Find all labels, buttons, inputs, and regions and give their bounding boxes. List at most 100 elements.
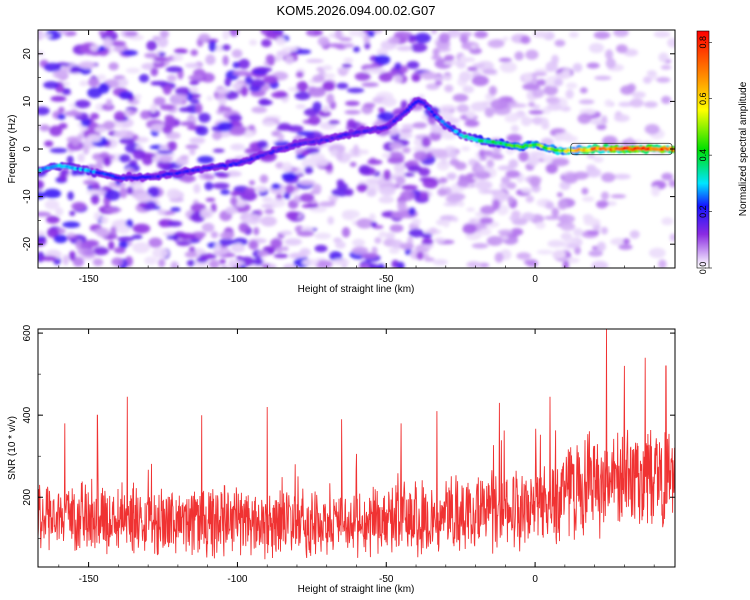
noise-blob	[301, 203, 319, 209]
noise-blob	[423, 257, 435, 262]
noise-blob	[157, 208, 167, 215]
noise-blob	[505, 170, 521, 179]
noise-blob	[265, 54, 275, 64]
noise-blob	[140, 110, 151, 120]
noise-blob	[499, 182, 509, 190]
noise-blob	[167, 141, 177, 151]
noise-blob	[206, 95, 213, 102]
noise-blob	[87, 77, 100, 88]
y-tick-label: 20	[22, 48, 33, 60]
noise-blob	[583, 217, 601, 226]
noise-blob	[166, 235, 180, 240]
noise-blob	[434, 81, 443, 86]
noise-blob	[406, 61, 420, 69]
noise-blob	[89, 44, 99, 52]
noise-blob	[254, 185, 268, 192]
noise-blob	[352, 238, 366, 247]
y-tick-label: 200	[22, 488, 33, 505]
noise-blob	[359, 263, 372, 268]
noise-blob	[176, 240, 191, 247]
noise-blob	[325, 164, 334, 172]
noise-blob	[593, 31, 611, 40]
noise-blob	[50, 95, 67, 102]
noise-blob	[421, 233, 433, 239]
noise-blob	[283, 192, 291, 200]
noise-blob	[371, 246, 378, 255]
noise-blob	[336, 179, 345, 187]
noise-blob	[195, 103, 203, 114]
noise-blob	[480, 205, 496, 215]
noise-blob	[199, 253, 217, 260]
noise-blob	[667, 37, 675, 48]
noise-blob	[261, 39, 272, 48]
noise-blob	[328, 120, 340, 125]
spectrogram-heatmap	[38, 30, 675, 268]
noise-blob	[156, 150, 174, 155]
noise-blob	[492, 199, 501, 211]
noise-blob	[59, 172, 67, 182]
noise-blob	[148, 237, 163, 248]
noise-blob	[285, 184, 295, 194]
noise-blob	[341, 63, 352, 68]
noise-blob	[431, 55, 443, 61]
noise-blob	[442, 219, 450, 228]
noise-blob	[295, 104, 306, 109]
noise-blob	[238, 58, 250, 70]
noise-blob	[660, 65, 672, 70]
noise-blob	[159, 104, 175, 111]
noise-blob	[72, 257, 85, 267]
noise-blob	[172, 54, 184, 62]
noise-blob	[506, 182, 517, 190]
noise-blob	[193, 183, 201, 194]
colorbar-tick-label: 0.8	[698, 36, 708, 49]
noise-blob	[219, 258, 226, 265]
noise-blob	[379, 186, 396, 196]
noise-blob	[162, 84, 172, 95]
noise-blob	[470, 44, 478, 50]
noise-blob	[79, 80, 88, 87]
noise-blob	[283, 263, 298, 268]
noise-blob	[170, 207, 181, 212]
noise-blob	[544, 215, 561, 220]
noise-blob	[284, 55, 294, 65]
noise-blob	[90, 112, 100, 120]
noise-blob	[58, 106, 65, 114]
ridge-core	[432, 113, 437, 117]
noise-blob	[210, 203, 217, 213]
noise-blob	[486, 236, 503, 246]
noise-blob	[74, 99, 91, 109]
ridge-core	[397, 114, 402, 119]
noise-blob	[497, 229, 513, 235]
noise-blob	[307, 30, 315, 37]
noise-blob	[532, 71, 547, 77]
noise-blob	[100, 216, 109, 225]
noise-blob	[343, 209, 360, 219]
noise-blob	[605, 58, 616, 69]
noise-blob	[556, 192, 564, 198]
noise-blob	[212, 182, 230, 189]
noise-blob	[629, 98, 644, 108]
noise-blob	[459, 71, 472, 82]
noise-blob	[618, 244, 633, 250]
noise-blob	[118, 91, 134, 100]
y-tick-label: 0	[22, 146, 33, 152]
noise-blob	[616, 44, 628, 54]
noise-blob	[77, 153, 85, 163]
noise-blob	[270, 238, 283, 248]
noise-blob	[501, 176, 511, 184]
noise-blob	[389, 151, 403, 157]
noise-blob	[62, 88, 71, 95]
noise-blob	[601, 115, 608, 124]
noise-blob	[285, 211, 299, 220]
noise-blob	[138, 202, 147, 208]
noise-blob	[591, 260, 609, 268]
chart-title: KOM5.2026.094.00.02.G07	[276, 3, 435, 18]
noise-blob	[610, 237, 628, 246]
noise-blob	[507, 195, 514, 205]
noise-blob	[279, 230, 293, 236]
noise-blob	[132, 148, 146, 160]
noise-blob	[445, 194, 462, 203]
noise-blob	[414, 32, 432, 44]
noise-blob	[421, 136, 431, 148]
noise-blob	[296, 230, 315, 237]
